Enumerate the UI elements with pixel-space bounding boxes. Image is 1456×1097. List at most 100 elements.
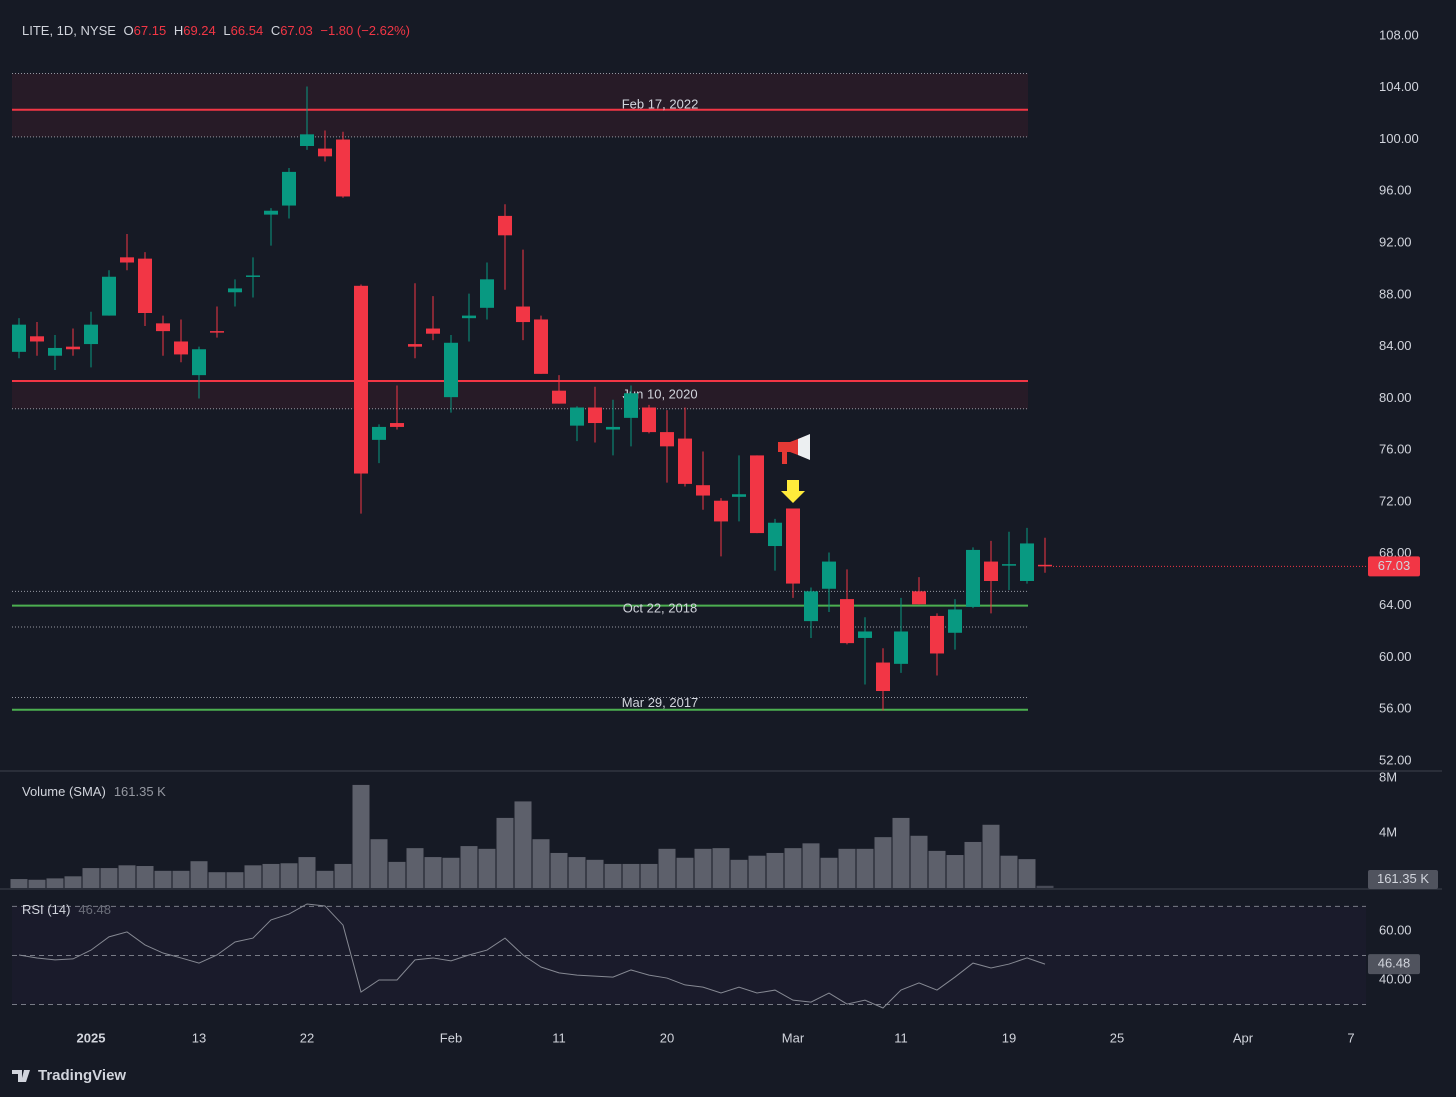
y-tick-label: 96.00 bbox=[1379, 183, 1412, 198]
candle-body bbox=[156, 323, 170, 332]
candle-body bbox=[138, 258, 152, 313]
ohlc-label: O bbox=[124, 23, 134, 38]
candle-body bbox=[426, 328, 440, 334]
candle-body bbox=[804, 591, 818, 622]
candle-body bbox=[894, 631, 908, 664]
x-tick-label: 25 bbox=[1110, 1030, 1124, 1045]
ohlc-label: H bbox=[174, 23, 183, 38]
candle-body bbox=[966, 549, 980, 607]
volume-bar bbox=[730, 859, 748, 888]
volume-bar bbox=[280, 863, 298, 888]
y-tick-label: 52.00 bbox=[1379, 752, 1412, 767]
brand: TradingView bbox=[12, 1067, 126, 1084]
candle-body bbox=[282, 171, 296, 206]
x-tick-label: 7 bbox=[1347, 1030, 1354, 1045]
volume-bar bbox=[244, 865, 262, 888]
volume-bar bbox=[964, 841, 982, 888]
volume-bar bbox=[1018, 859, 1036, 888]
y-tick-label: 80.00 bbox=[1379, 390, 1412, 405]
volume-bar bbox=[118, 865, 136, 888]
y-tick-label: 76.00 bbox=[1379, 442, 1412, 457]
volume-bar bbox=[424, 857, 442, 888]
volume-name: Volume (SMA) bbox=[22, 784, 106, 799]
ohlc-value: 66.54 bbox=[231, 23, 264, 38]
volume-bar bbox=[1000, 855, 1018, 888]
candle-body bbox=[318, 148, 332, 157]
candle-body bbox=[642, 407, 656, 433]
volume-bar bbox=[856, 848, 874, 888]
zone-label: Feb 17, 2022 bbox=[622, 97, 699, 112]
candle-body bbox=[480, 279, 494, 308]
rsi-value: 46.48 bbox=[78, 902, 111, 917]
x-tick-label: 11 bbox=[552, 1030, 566, 1045]
volume-tag bbox=[1368, 870, 1438, 889]
candle-body bbox=[678, 438, 692, 484]
candle-body bbox=[786, 508, 800, 584]
volume-value: 161.35 K bbox=[114, 784, 166, 799]
x-tick-label: 13 bbox=[192, 1030, 206, 1045]
volume-bar bbox=[838, 848, 856, 888]
candle-body bbox=[912, 591, 926, 605]
y-tick-label: 84.00 bbox=[1379, 338, 1412, 353]
rsi-legend: RSI (14) 46.48 bbox=[22, 902, 111, 917]
candle-body bbox=[354, 285, 368, 474]
candle-body bbox=[48, 347, 62, 356]
volume-bar bbox=[586, 859, 604, 888]
candle-body bbox=[462, 315, 476, 319]
volume-bar bbox=[694, 848, 712, 888]
candle-body bbox=[570, 407, 584, 426]
candle-body bbox=[1020, 543, 1034, 581]
megaphone-bell bbox=[798, 434, 810, 460]
x-tick-label: 2025 bbox=[77, 1030, 106, 1045]
candle-body bbox=[534, 319, 548, 374]
volume-bar bbox=[640, 863, 658, 888]
volume-bar bbox=[226, 872, 244, 888]
candle-body bbox=[822, 561, 836, 589]
rsi-line bbox=[18, 903, 1046, 1009]
volume-bar bbox=[568, 857, 586, 888]
ohlc-label: C bbox=[271, 23, 280, 38]
candle-body bbox=[174, 341, 188, 355]
volume-bar bbox=[388, 861, 406, 888]
megaphone-icon bbox=[778, 434, 810, 464]
volume-bar bbox=[658, 848, 676, 888]
volume-bar bbox=[550, 852, 568, 888]
change: −1.80 (−2.62%) bbox=[320, 23, 410, 38]
x-tick-label: 11 bbox=[894, 1030, 908, 1045]
volume-bar bbox=[298, 857, 316, 888]
y-tick-label: 64.00 bbox=[1379, 597, 1412, 612]
candle-body bbox=[840, 599, 854, 644]
y-tick-label: 100.00 bbox=[1379, 131, 1419, 146]
x-tick-label: 20 bbox=[660, 1030, 674, 1045]
candle-body bbox=[12, 324, 26, 352]
candle-body bbox=[588, 407, 602, 424]
ohlc-label: L bbox=[223, 23, 230, 38]
zone-band bbox=[12, 380, 1028, 409]
volume-bar bbox=[190, 861, 208, 888]
volume-tag-label: 161.35 K bbox=[1377, 871, 1429, 886]
volume-bar bbox=[82, 868, 100, 888]
candle-body bbox=[858, 631, 872, 638]
plot-layer: 2025 13 22 Feb 11 20 Mar 11 19 25 Apr 7 108.00 104.00… bbox=[10, 27, 1438, 1045]
ohlc-value: 67.15 bbox=[134, 23, 167, 38]
candle-body bbox=[300, 134, 314, 146]
candle-body bbox=[732, 494, 746, 497]
last-price-tag bbox=[1368, 556, 1420, 577]
volume-bar bbox=[676, 857, 694, 888]
volume-bar bbox=[892, 817, 910, 888]
candle-body bbox=[210, 331, 224, 333]
zone-label: Oct 22, 2018 bbox=[623, 601, 697, 616]
y-tick-label: 92.00 bbox=[1379, 235, 1412, 250]
megaphone-handle bbox=[782, 452, 787, 464]
zone-label: Jun 10, 2020 bbox=[622, 386, 697, 401]
volume-bar bbox=[946, 855, 964, 888]
volume-tick-label: 4M bbox=[1379, 824, 1397, 839]
candle-body bbox=[264, 210, 278, 215]
candle-body bbox=[948, 609, 962, 633]
rsi-tick-label: 60.00 bbox=[1379, 922, 1412, 937]
volume-bar bbox=[784, 848, 802, 888]
candle-body bbox=[516, 306, 530, 323]
candle-body bbox=[660, 432, 674, 447]
